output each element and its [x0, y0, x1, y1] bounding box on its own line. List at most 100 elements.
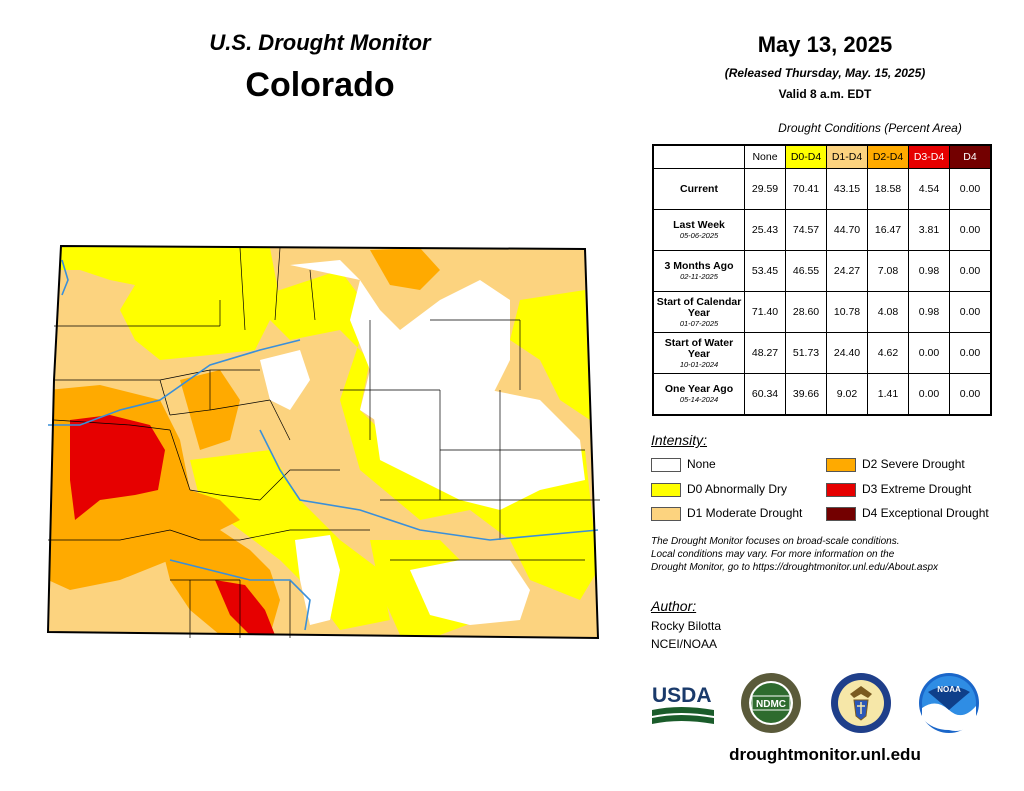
table-cell: 3.81 — [908, 209, 950, 251]
table-cell: 29.59 — [744, 168, 786, 210]
table-row: Current 29.59 70.41 43.15 18.58 4.54 0.0… — [652, 168, 992, 210]
map-date: May 13, 2025 — [757, 32, 893, 57]
legend-swatch — [826, 457, 856, 472]
table-cell: 60.34 — [744, 373, 786, 415]
none-region-southeast — [410, 560, 530, 625]
table-cell: 9.02 — [826, 373, 868, 415]
col-header-d1-d4: D1-D4 — [826, 144, 868, 169]
d3-region-west — [70, 415, 165, 520]
legend-label: None — [687, 457, 716, 471]
usda-logo-icon: USDA — [652, 684, 714, 724]
table-cell: 48.27 — [744, 332, 786, 374]
table-row: Last Week 05-06-2025 25.43 74.57 44.70 16… — [652, 209, 992, 251]
table-cell: 4.62 — [867, 332, 909, 374]
legend-label: D3 Extreme Drought — [862, 482, 972, 496]
table-cell: 24.27 — [826, 250, 868, 292]
table-cell: 7.08 — [867, 250, 909, 292]
table-cell: 46.55 — [785, 250, 827, 292]
drought-conditions-table: None D0-D4 D1-D4 D2-D4 D3-D4 D4 Current … — [652, 144, 992, 416]
table-row: One Year Ago 05-14-2024 60.34 39.66 9.02 … — [652, 373, 992, 415]
table-cell: 53.45 — [744, 250, 786, 292]
disclaimer-line: The Drought Monitor focuses on broad-sca… — [651, 536, 900, 547]
legend-label: D1 Moderate Drought — [687, 506, 803, 520]
legend-item-d3: D3 Extreme Drought — [826, 481, 971, 497]
disclaimer-text: The Drought Monitor focuses on broad-sca… — [651, 535, 1011, 574]
legend-item-d4: D4 Exceptional Drought — [826, 505, 989, 521]
row-date: 05-06-2025 — [679, 231, 719, 240]
dept-commerce-seal-icon — [831, 673, 891, 733]
author-name: Rocky Bilotta — [651, 619, 722, 633]
row-label: Current — [652, 168, 745, 210]
rivers — [48, 259, 599, 631]
row-label: One Year Ago 05-14-2024 — [652, 373, 745, 415]
d0-region-northeast — [510, 290, 590, 420]
table-cell: 0.98 — [908, 291, 950, 333]
table-row: Start of Calendar Year 01-07-2025 71.40 2… — [652, 291, 992, 333]
map-title-state: Colorado — [245, 66, 395, 104]
table-cell: 0.00 — [949, 250, 992, 292]
svg-text:NDMC: NDMC — [756, 699, 786, 710]
svg-text:NOAA: NOAA — [937, 685, 961, 694]
table-cell: 4.54 — [908, 168, 950, 210]
legend-item-d0: D0 Abnormally Dry — [651, 481, 787, 497]
table-cell: 51.73 — [785, 332, 827, 374]
col-header-d3-d4: D3-D4 — [908, 144, 950, 169]
table-cell: 18.58 — [867, 168, 909, 210]
row-date: 05-14-2024 — [679, 394, 719, 404]
table-cell: 74.57 — [785, 209, 827, 251]
d2-region-northcentral — [370, 248, 440, 290]
d0-region-central — [250, 270, 598, 600]
col-header-d4: D4 — [949, 144, 992, 169]
disclaimer-line: Drought Monitor, go to https://droughtmo… — [651, 562, 939, 573]
table-row: Start of Water Year 10-01-2024 48.27 51.7… — [652, 332, 992, 374]
table-corner — [653, 145, 745, 169]
legend-swatch — [651, 457, 681, 472]
map-title-line1: U.S. Drought Monitor — [209, 30, 431, 55]
author-org: NCEI/NOAA — [651, 637, 718, 651]
none-region-mountain — [260, 350, 310, 410]
table-cell: 44.70 — [826, 209, 868, 251]
legend-swatch — [651, 506, 681, 521]
legend-label: D4 Exceptional Drought — [862, 506, 989, 520]
row-label: Start of Water Year 10-01-2024 — [652, 332, 745, 374]
ndmc-logo-icon: NDMC — [741, 673, 801, 733]
table-cell: 0.00 — [949, 332, 992, 374]
county-boundaries — [48, 247, 600, 638]
table-cell: 0.00 — [949, 209, 992, 251]
col-header-d2-d4: D2-D4 — [867, 144, 909, 169]
col-header-d0-d4: D0-D4 — [785, 144, 827, 169]
d0-region-southcentral — [190, 450, 390, 630]
row-label: 3 Months Ago 02-11-2025 — [652, 250, 745, 292]
legend-label: D2 Severe Drought — [862, 457, 965, 471]
table-cell: 71.40 — [744, 291, 786, 333]
legend-item-d2: D2 Severe Drought — [826, 456, 965, 472]
legend-swatch — [826, 482, 856, 497]
table-cell: 0.00 — [949, 373, 992, 415]
table-cell: 43.15 — [826, 168, 868, 210]
none-region-sanluis — [295, 535, 340, 625]
table-cell: 25.43 — [744, 209, 786, 251]
state-outline — [46, 244, 600, 640]
table-cell: 4.08 — [867, 291, 909, 333]
valid-time: Valid 8 a.m. EDT — [778, 87, 872, 101]
table-cell: 0.00 — [949, 291, 992, 333]
author-label: Author: — [651, 598, 697, 614]
website-url[interactable]: droughtmonitor.unl.edu — [729, 745, 921, 764]
row-label: Last Week 05-06-2025 — [652, 209, 745, 251]
disclaimer-line: Local conditions may vary. For more info… — [651, 549, 895, 560]
row-date: 02-11-2025 — [680, 272, 718, 281]
row-date: 10-01-2024 — [679, 359, 719, 369]
table-cell: 70.41 — [785, 168, 827, 210]
table-caption: Drought Conditions (Percent Area) — [778, 121, 962, 135]
legend-item-none: None — [651, 456, 716, 472]
table-cell: 1.41 — [867, 373, 909, 415]
legend-item-d1: D1 Moderate Drought — [651, 505, 802, 521]
row-date: 01-07-2025 — [679, 318, 719, 328]
table-cell: 24.40 — [826, 332, 868, 374]
table-cell: 28.60 — [785, 291, 827, 333]
table-cell: 10.78 — [826, 291, 868, 333]
svg-text:USDA: USDA — [652, 684, 712, 707]
table-cell: 39.66 — [785, 373, 827, 415]
legend-swatch — [651, 482, 681, 497]
table-cell: 16.47 — [867, 209, 909, 251]
